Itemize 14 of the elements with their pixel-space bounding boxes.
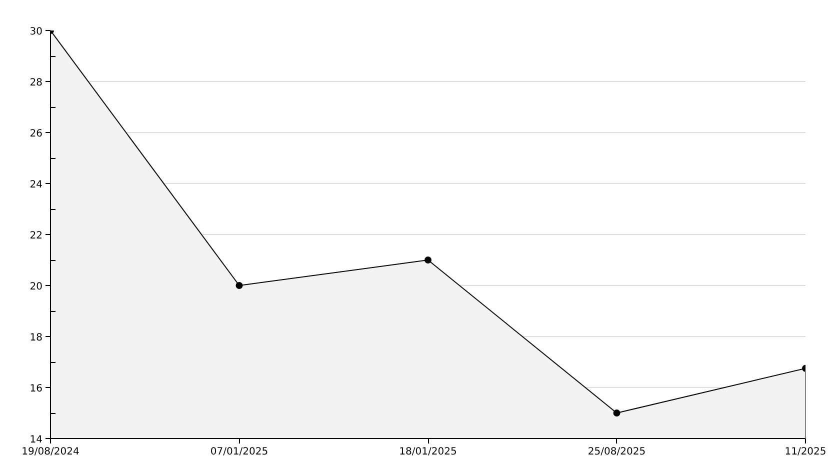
y-tick-label: 28 (30, 78, 43, 88)
x-tick-label: 18/01/2025 (399, 446, 457, 458)
x-tick-label: 07/01/2025 (210, 446, 268, 458)
y-tick-label: 16 (30, 384, 43, 394)
y-tick-label: 14 (30, 434, 43, 446)
y-tick-label: 24 (30, 180, 43, 190)
y-tick-label: 26 (30, 128, 43, 140)
x-tick-label: 11/2025 (784, 446, 826, 458)
y-tick-label: 18 (30, 332, 43, 344)
x-tick-label: 25/08/2025 (588, 446, 646, 458)
x-tick-label: 19/08/2024 (22, 446, 80, 458)
y-tick-label: 22 (30, 230, 43, 242)
y-tick-label: 30 (30, 26, 43, 38)
y-tick-label: 20 (30, 282, 43, 292)
